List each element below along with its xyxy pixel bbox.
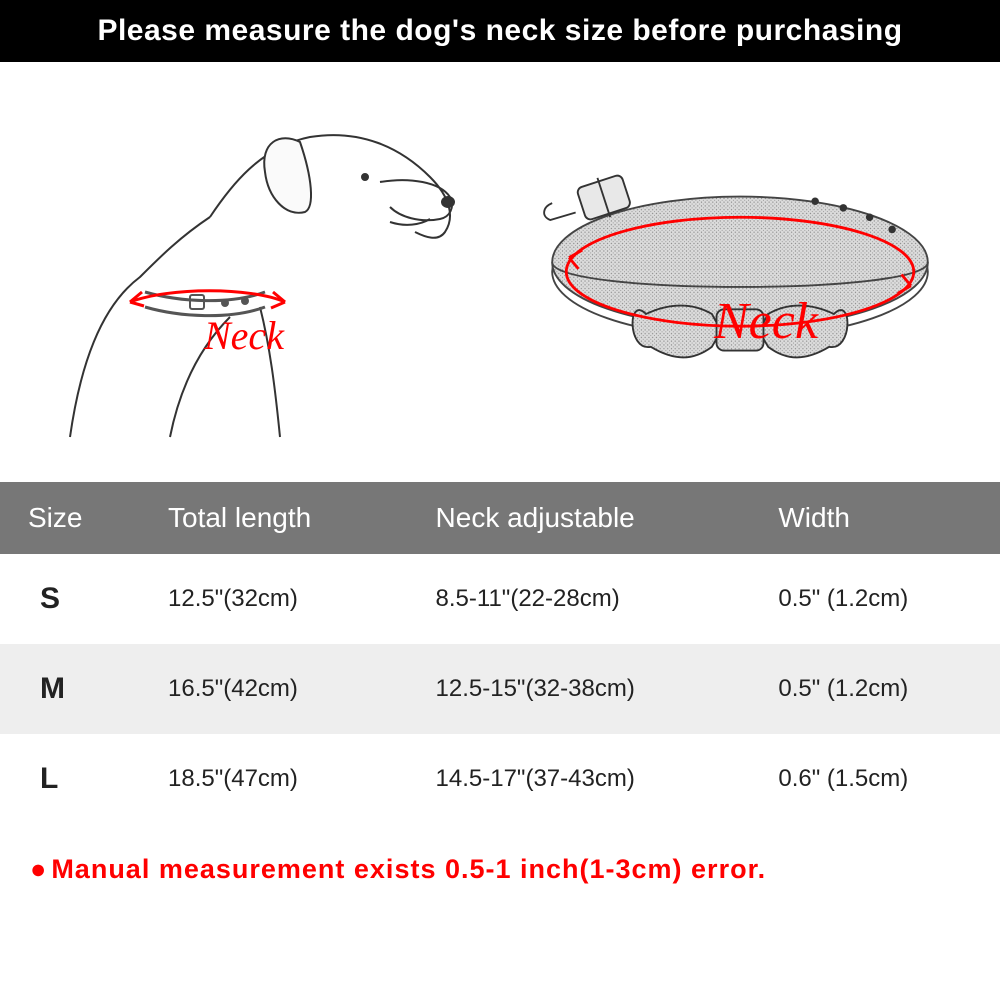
table-header-row: Size Total length Neck adjustable Width	[0, 482, 1000, 554]
cell-neck-adjustable: 8.5-11"(22-28cm)	[408, 554, 751, 644]
illustrations-row: Neck	[0, 62, 1000, 482]
collar-illustration: Neck	[524, 102, 956, 432]
cell-neck-adjustable: 12.5-15"(32-38cm)	[408, 644, 751, 734]
cell-total-length: 12.5"(32cm)	[140, 554, 408, 644]
col-total-length: Total length	[140, 482, 408, 554]
table-row: S 12.5"(32cm) 8.5-11"(22-28cm) 0.5" (1.2…	[0, 554, 1000, 644]
cell-size: L	[0, 734, 140, 824]
cell-width: 0.6" (1.5cm)	[750, 734, 1000, 824]
cell-total-length: 16.5"(42cm)	[140, 644, 408, 734]
neck-label-left: Neck	[204, 312, 284, 359]
col-neck-adjustable: Neck adjustable	[408, 482, 751, 554]
cell-size: S	[0, 554, 140, 644]
col-size: Size	[0, 482, 140, 554]
cell-total-length: 18.5"(47cm)	[140, 734, 408, 824]
collar-sketch-icon	[524, 117, 956, 417]
neck-label-right: Neck	[714, 292, 818, 351]
dog-neck-illustration: Neck	[44, 102, 476, 432]
size-table: Size Total length Neck adjustable Width …	[0, 482, 1000, 824]
cell-width: 0.5" (1.2cm)	[750, 644, 1000, 734]
col-width: Width	[750, 482, 1000, 554]
header-banner: Please measure the dog's neck size befor…	[0, 0, 1000, 62]
table-row: M 16.5"(42cm) 12.5-15"(32-38cm) 0.5" (1.…	[0, 644, 1000, 734]
footer-note: Manual measurement exists 0.5-1 inch(1-3…	[0, 824, 1000, 895]
cell-size: M	[0, 644, 140, 734]
cell-width: 0.5" (1.2cm)	[750, 554, 1000, 644]
dog-sketch-icon	[50, 87, 470, 447]
table-row: L 18.5"(47cm) 14.5-17"(37-43cm) 0.6" (1.…	[0, 734, 1000, 824]
cell-neck-adjustable: 14.5-17"(37-43cm)	[408, 734, 751, 824]
